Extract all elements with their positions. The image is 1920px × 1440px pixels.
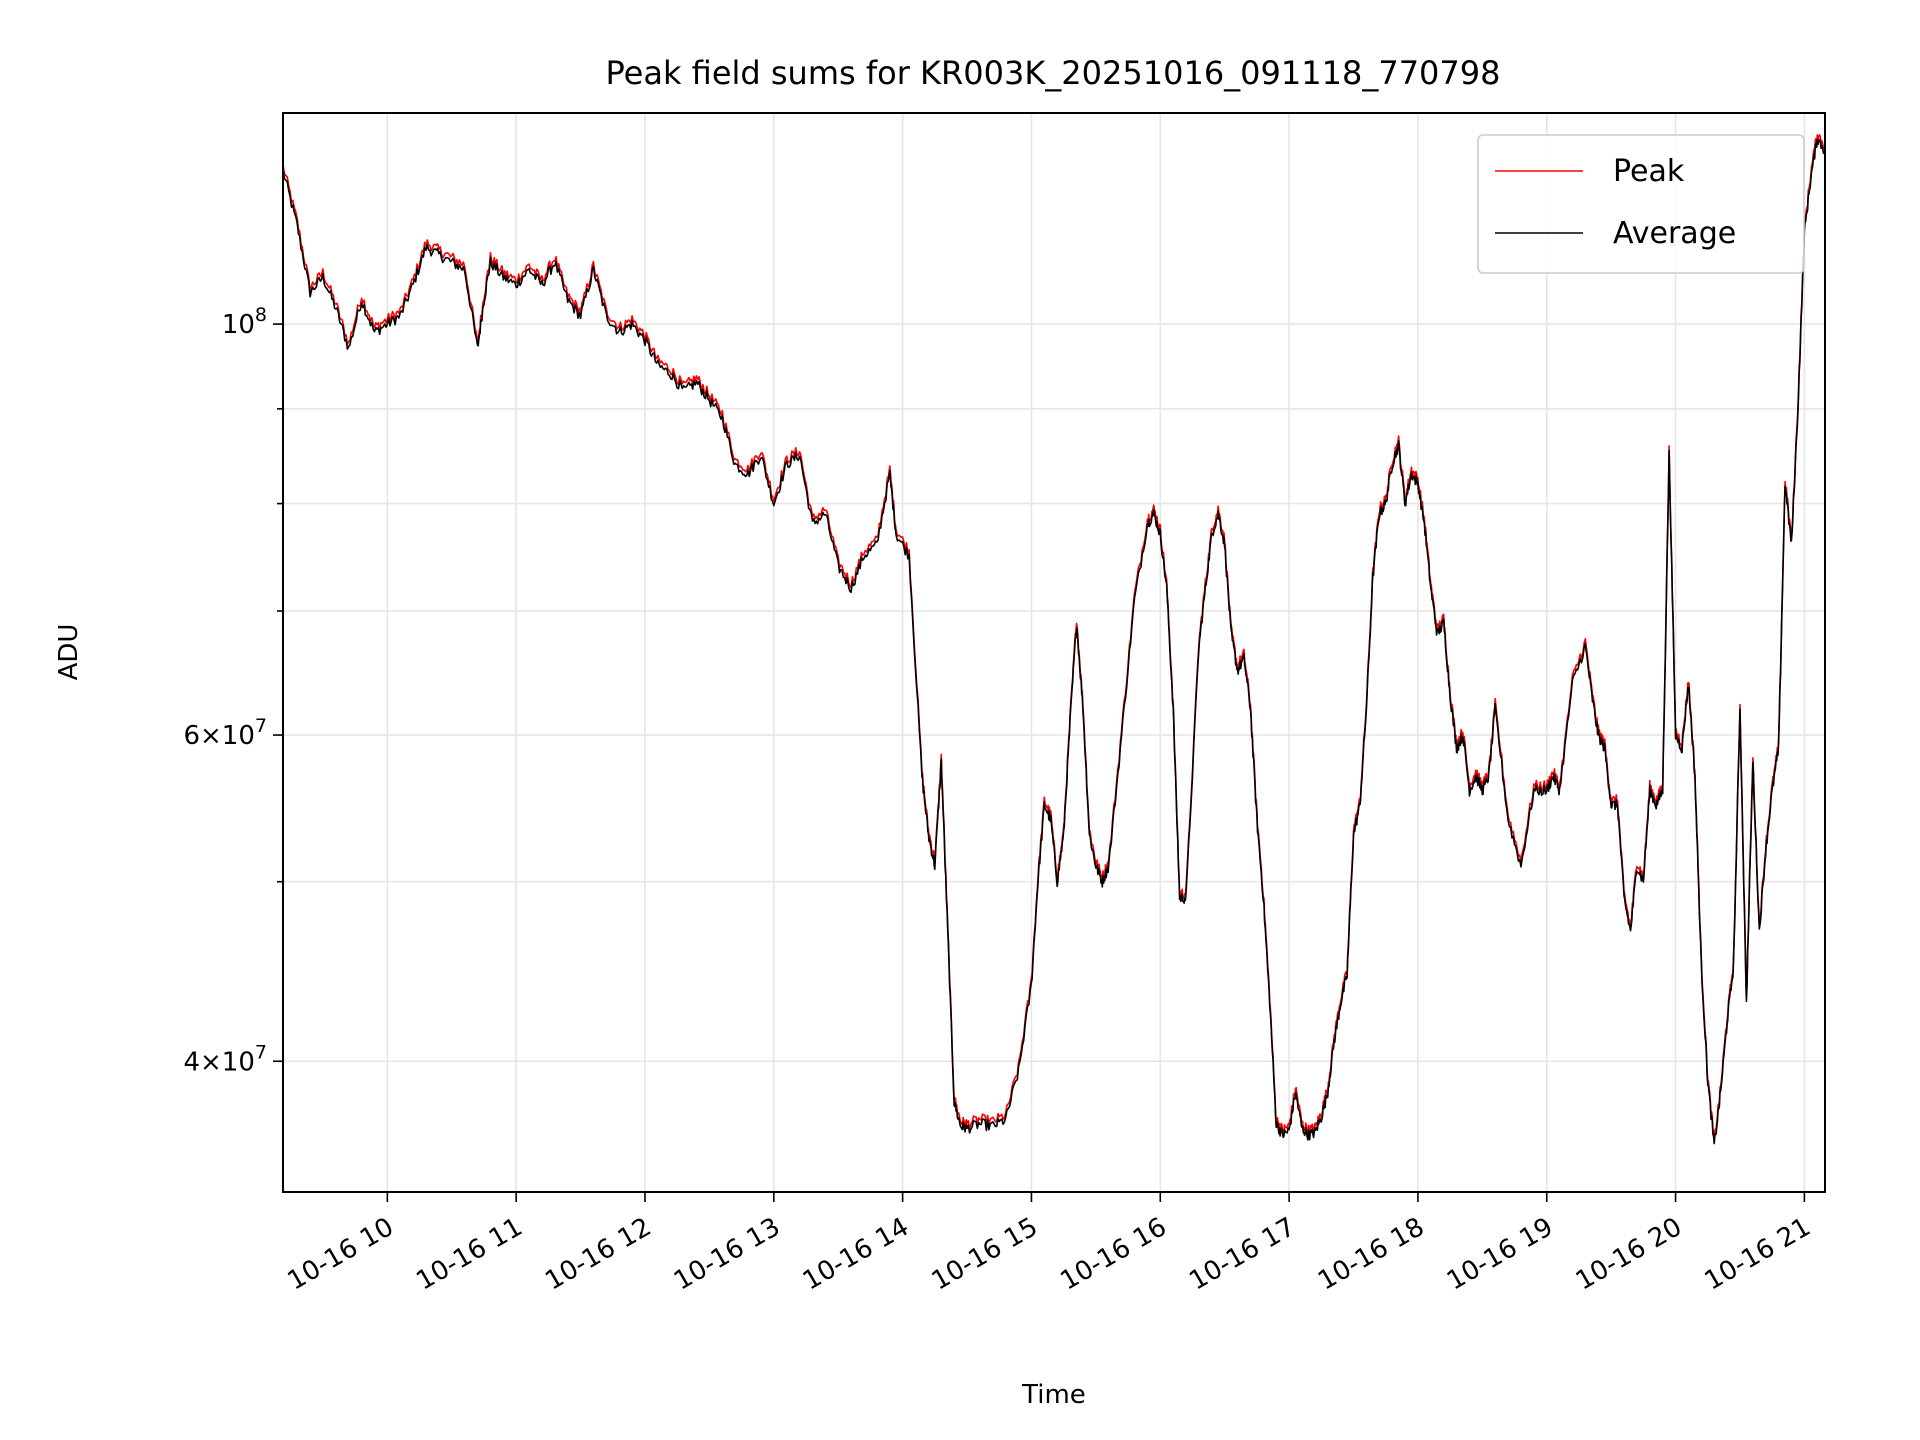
series-line-average: [282, 138, 1826, 1145]
legend-label-peak: Peak: [1613, 154, 1685, 189]
legend: Peak Average: [1477, 134, 1805, 274]
y-tick-label: 6×107: [183, 715, 267, 751]
legend-box: [1477, 134, 1805, 274]
chart-title: Peak field sums for KR003K_20251016_0911…: [606, 54, 1501, 92]
x-axis-label: Time: [1021, 1380, 1086, 1410]
plot-frame: [282, 112, 1826, 1193]
y-axis-label: ADU: [54, 624, 84, 681]
grid: [283, 113, 1825, 1192]
y-tick-label: 4×107: [183, 1041, 267, 1077]
plot-lines: [282, 134, 1826, 1145]
legend-label-average: Average: [1613, 216, 1736, 251]
